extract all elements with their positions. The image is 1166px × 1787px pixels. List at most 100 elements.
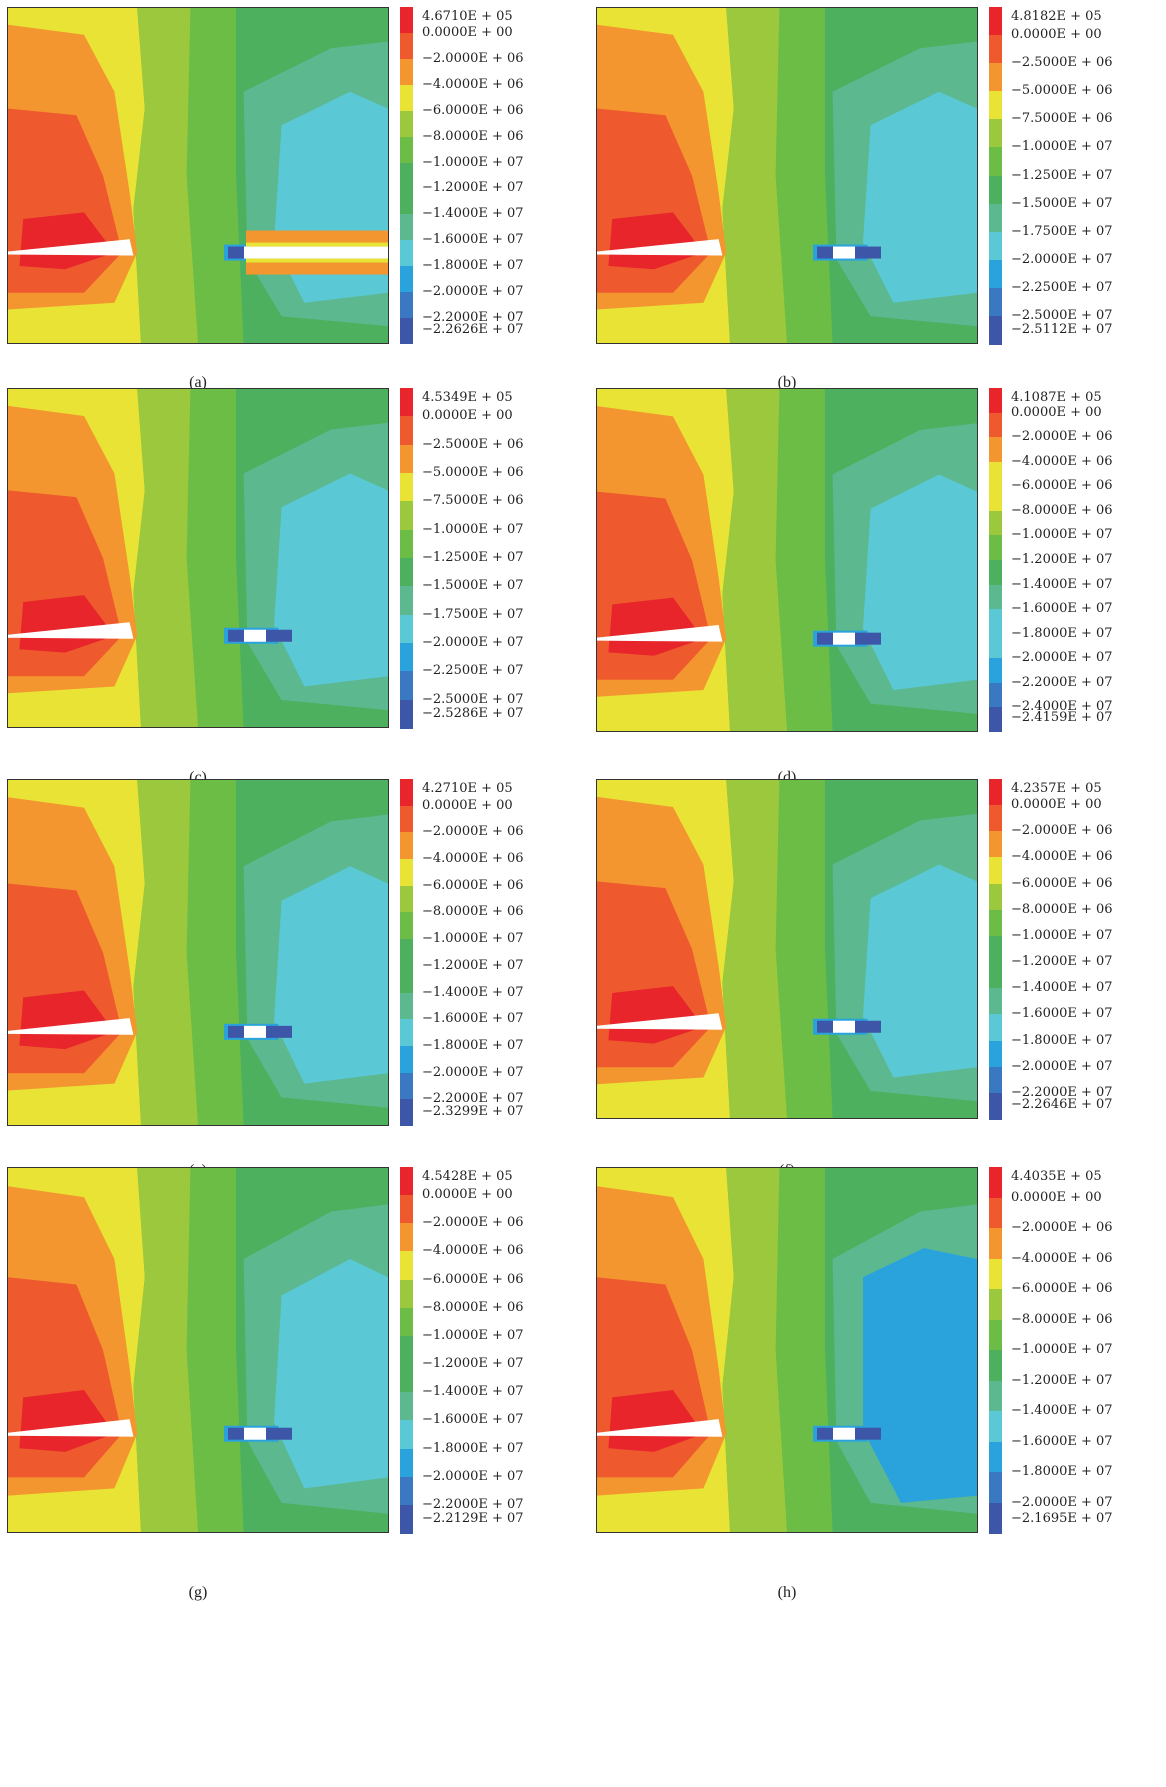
- panel-caption: (h): [777, 1584, 797, 1601]
- legend-swatch: [989, 91, 1002, 121]
- legend-label: −6.0000E + 06: [1011, 1281, 1113, 1296]
- legend-label: 0.0000E + 00: [1011, 797, 1102, 813]
- legend-swatch: [400, 586, 413, 616]
- legend-label: 4.2357E + 05: [1011, 781, 1102, 796]
- legend-label: −1.0000E + 07: [422, 521, 524, 537]
- legend-swatch: [989, 883, 1002, 911]
- legend-label: −1.4000E + 07: [422, 206, 524, 222]
- legend-label: −8.0000E + 06: [422, 1299, 524, 1315]
- legend-swatch: [989, 560, 1002, 585]
- legend-label: −2.5000E + 07: [422, 691, 524, 707]
- legend-label: −1.6000E + 07: [1011, 1433, 1113, 1449]
- legend-label: −8.0000E + 06: [1011, 1311, 1113, 1327]
- legend-swatch: [989, 231, 1002, 261]
- stress-contour: [597, 1168, 977, 1532]
- legend-swatch: [989, 1472, 1002, 1503]
- legend-swatch: [400, 965, 413, 993]
- legend-swatch: [989, 510, 1002, 536]
- legend-swatch: [400, 1167, 413, 1196]
- legend-label: −2.5000E + 07: [1011, 307, 1113, 323]
- legend-label: −4.0000E + 06: [1011, 453, 1113, 469]
- legend-swatch: [400, 58, 413, 85]
- legend-label: −2.2129E + 07: [422, 1511, 524, 1526]
- legend-swatch: [989, 437, 1002, 463]
- legend-label: −2.0000E + 07: [422, 1064, 524, 1080]
- legend-label: −2.5000E + 06: [422, 436, 524, 452]
- legend-swatch: [400, 136, 413, 163]
- legend-label: −4.0000E + 06: [1011, 1250, 1113, 1266]
- legend-label: 0.0000E + 00: [1011, 1189, 1102, 1205]
- legend-label: 0.0000E + 00: [1011, 27, 1102, 43]
- legend-swatch: [400, 1251, 413, 1281]
- legend-swatch: [400, 1335, 413, 1365]
- legend-swatch: [989, 1197, 1002, 1229]
- legend-label: −1.8000E + 07: [1011, 1032, 1113, 1048]
- legend-label: −1.4000E + 07: [422, 984, 524, 1000]
- legend-swatch: [400, 1072, 413, 1100]
- panel-caption: (a): [189, 374, 207, 391]
- legend-swatch: [400, 992, 413, 1020]
- legend-label: −8.0000E + 06: [1011, 502, 1113, 518]
- stress-contour: [8, 389, 388, 727]
- legend-swatch: [989, 287, 1002, 317]
- legend-swatch: [400, 859, 413, 887]
- legend-swatch: [400, 214, 413, 241]
- legend-label: −1.2000E + 07: [1011, 1372, 1113, 1388]
- legend-swatch: [989, 259, 1002, 289]
- legend-swatch: [989, 962, 1002, 990]
- legend-swatch: [989, 1411, 1002, 1442]
- legend-label: 4.4035E + 05: [1011, 1169, 1102, 1184]
- legend-swatch: [400, 1279, 413, 1309]
- legend-label: −1.2500E + 07: [422, 550, 524, 565]
- legend-swatch: [989, 119, 1002, 149]
- legend-swatch: [989, 1502, 1002, 1534]
- legend-label: −4.0000E + 06: [422, 1243, 524, 1259]
- legend-label: −1.6000E + 07: [422, 1412, 524, 1428]
- legend-label: −2.0000E + 07: [422, 635, 524, 650]
- legend-swatch: [989, 1066, 1002, 1094]
- legend-swatch: [400, 832, 413, 860]
- legend-label: −1.0000E + 07: [422, 931, 524, 947]
- legend-label: 4.5349E + 05: [422, 390, 513, 405]
- legend-swatch: [989, 857, 1002, 885]
- legend-label: −2.2500E + 07: [422, 663, 524, 679]
- legend-swatch: [400, 805, 413, 833]
- legend-swatch: [400, 699, 413, 729]
- stress-contour: [8, 1168, 388, 1532]
- legend-label: −2.0000E + 07: [1011, 1058, 1113, 1074]
- legend-label: −1.0000E + 07: [422, 1327, 524, 1343]
- contour-plot: [7, 779, 389, 1126]
- legend-swatch: [400, 84, 413, 111]
- legend-swatch: [989, 412, 1002, 438]
- legend-swatch: [989, 633, 1002, 659]
- legend-swatch: [989, 805, 1002, 833]
- legend-swatch: [989, 1092, 1002, 1120]
- legend-swatch: [400, 318, 413, 345]
- legend-swatch: [989, 707, 1002, 733]
- legend-label: −2.0000E + 06: [1011, 429, 1113, 445]
- legend-label: 0.0000E + 00: [422, 1187, 513, 1203]
- legend-swatch: [400, 939, 413, 967]
- legend-swatch: [400, 1019, 413, 1047]
- legend-label: −1.2000E + 07: [1011, 954, 1113, 970]
- panel-caption: (g): [188, 1584, 208, 1601]
- legend-swatch: [989, 147, 1002, 177]
- legend-label: −2.2000E + 07: [422, 1496, 524, 1512]
- legend-swatch: [400, 416, 413, 446]
- legend-label: 4.6710E + 05: [422, 9, 513, 24]
- legend-swatch: [989, 658, 1002, 684]
- legend-label: −8.0000E + 06: [1011, 901, 1113, 917]
- legend-label: −6.0000E + 06: [422, 102, 524, 118]
- legend-label: −2.2000E + 07: [1011, 674, 1113, 690]
- legend-swatch: [400, 162, 413, 189]
- legend-label: −2.0000E + 06: [1011, 823, 1113, 839]
- legend-label: −7.5000E + 06: [422, 493, 524, 509]
- legend-label: 4.2710E + 05: [422, 781, 513, 796]
- legend-label: −2.3299E + 07: [422, 1104, 524, 1119]
- legend-label: −1.0000E + 07: [1011, 1342, 1113, 1357]
- legend-label: −4.0000E + 06: [422, 851, 524, 867]
- legend-swatch: [989, 175, 1002, 205]
- legend-swatch: [989, 609, 1002, 635]
- legend-swatch: [989, 1228, 1002, 1259]
- legend-swatch: [400, 614, 413, 644]
